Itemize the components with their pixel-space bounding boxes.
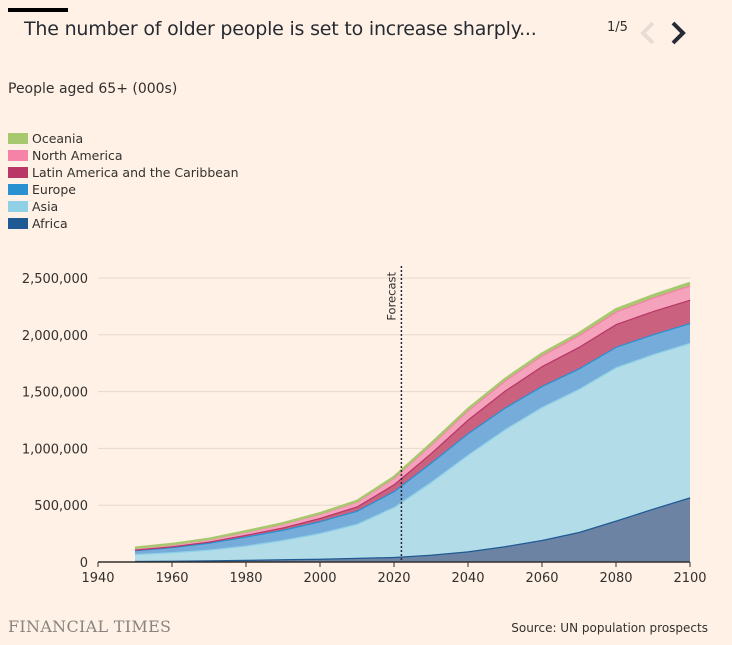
chevron-left-icon (640, 21, 655, 45)
x-tick-label: 2020 (377, 571, 410, 586)
legend-swatch (8, 184, 28, 195)
y-tick-label: 2,000,000 (22, 329, 88, 344)
legend-item: Latin America and the Caribbean (8, 164, 239, 181)
legend-item: Asia (8, 198, 239, 215)
x-tick-label: 2000 (303, 571, 336, 586)
legend-swatch (8, 133, 28, 144)
legend-label: Latin America and the Caribbean (32, 165, 239, 180)
legend-swatch (8, 201, 28, 212)
legend-swatch (8, 150, 28, 161)
legend-label: North America (32, 148, 123, 163)
y-tick-label: 1,000,000 (22, 442, 88, 457)
top-accent-bar (8, 8, 68, 12)
x-tick-label: 1960 (155, 571, 188, 586)
legend-label: Europe (32, 182, 76, 197)
ft-logo: FINANCIAL TIMES (8, 617, 172, 636)
series-line-oceania (134, 281, 691, 550)
legend-label: Asia (32, 199, 59, 214)
x-tick-label: 2100 (673, 571, 706, 586)
legend-item: North America (8, 147, 239, 164)
chart-legend: Oceania North America Latin America and th… (8, 130, 239, 232)
prev-slide-button[interactable] (636, 19, 660, 47)
next-slide-button[interactable] (666, 19, 690, 47)
chevron-right-icon (671, 21, 686, 45)
legend-label: Africa (32, 216, 68, 231)
slide-counter: 1/5 (607, 20, 628, 35)
area-africa (135, 497, 690, 562)
legend-label: Oceania (32, 131, 84, 146)
x-tick-label: 2040 (451, 571, 484, 586)
chart-subtitle: People aged 65+ (000s) (8, 81, 178, 97)
area-europe (135, 322, 690, 555)
y-tick-label: 2,500,000 (22, 272, 88, 287)
chart-title: The number of older people is set to inc… (24, 18, 537, 40)
x-tick-label: 2060 (525, 571, 558, 586)
area-asia (135, 342, 690, 561)
forecast-label: Forecast (384, 272, 398, 321)
legend-item: Africa (8, 215, 239, 232)
legend-swatch (8, 218, 28, 229)
legend-swatch (8, 167, 28, 178)
x-tick-label: 1980 (229, 571, 262, 586)
x-tick-label: 1940 (81, 571, 114, 586)
legend-item: Oceania (8, 130, 239, 147)
x-tick-label: 2080 (599, 571, 632, 586)
stacked-area-chart: 0 500,000 1,000,000 1,500,000 2,000,000 2,500… (22, 266, 707, 586)
y-tick-label: 0 (80, 556, 88, 571)
y-tick-label: 500,000 (34, 499, 88, 514)
y-tick-label: 1,500,000 (22, 386, 88, 401)
legend-item: Europe (8, 181, 239, 198)
source-note: Source: UN population prospects (511, 621, 708, 635)
